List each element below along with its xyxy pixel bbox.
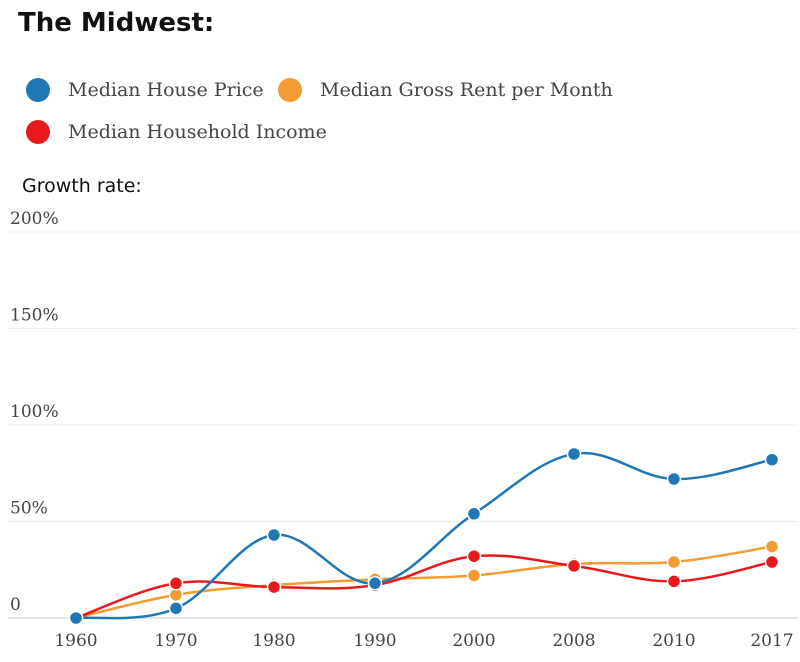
data-point — [666, 471, 682, 487]
data-point — [764, 539, 780, 554]
y-tick-label: 150% — [10, 306, 59, 326]
y-tick-label: 200% — [10, 209, 59, 229]
data-point — [666, 554, 682, 570]
data-point — [168, 601, 184, 616]
legend-label: Median Gross Rent per Month — [320, 79, 613, 101]
data-point — [266, 527, 282, 543]
legend-item-household-income[interactable]: Median Household Income — [26, 120, 327, 144]
x-tick-label: 2017 — [750, 631, 793, 651]
x-tick-label: 2000 — [452, 631, 495, 651]
legend-dot-icon — [278, 78, 302, 102]
data-point — [666, 574, 682, 589]
y-axis-label: Growth rate: — [22, 175, 142, 197]
y-tick-label: 100% — [10, 402, 59, 422]
data-point — [764, 554, 780, 570]
legend-item-house-price[interactable]: Median House Price — [26, 78, 264, 102]
legend-label: Median Household Income — [68, 121, 327, 143]
data-point — [566, 446, 582, 462]
x-tick-label: 2008 — [552, 631, 595, 651]
x-tick-label: 1970 — [154, 631, 197, 651]
legend-dot-icon — [26, 120, 50, 144]
data-point — [466, 548, 482, 564]
legend-dot-icon — [26, 78, 50, 102]
y-tick-label: 50% — [10, 499, 48, 519]
x-tick-label: 1960 — [54, 631, 97, 651]
chart-title: The Midwest: — [18, 8, 215, 38]
data-point — [466, 506, 482, 522]
series-line — [75, 451, 773, 620]
data-point — [566, 558, 582, 574]
data-point — [764, 452, 780, 467]
data-point — [367, 576, 383, 591]
x-tick-label: 2010 — [652, 631, 695, 651]
x-tick-label: 1980 — [252, 631, 295, 651]
legend-label: Median House Price — [68, 79, 264, 101]
legend-item-gross-rent[interactable]: Median Gross Rent per Month — [278, 78, 613, 102]
series-line — [75, 554, 773, 620]
y-tick-label: 0 — [10, 595, 21, 615]
data-point — [168, 576, 184, 591]
data-point — [266, 579, 282, 595]
x-tick-label: 1990 — [353, 631, 396, 651]
data-point — [466, 568, 482, 583]
data-point — [68, 610, 84, 626]
